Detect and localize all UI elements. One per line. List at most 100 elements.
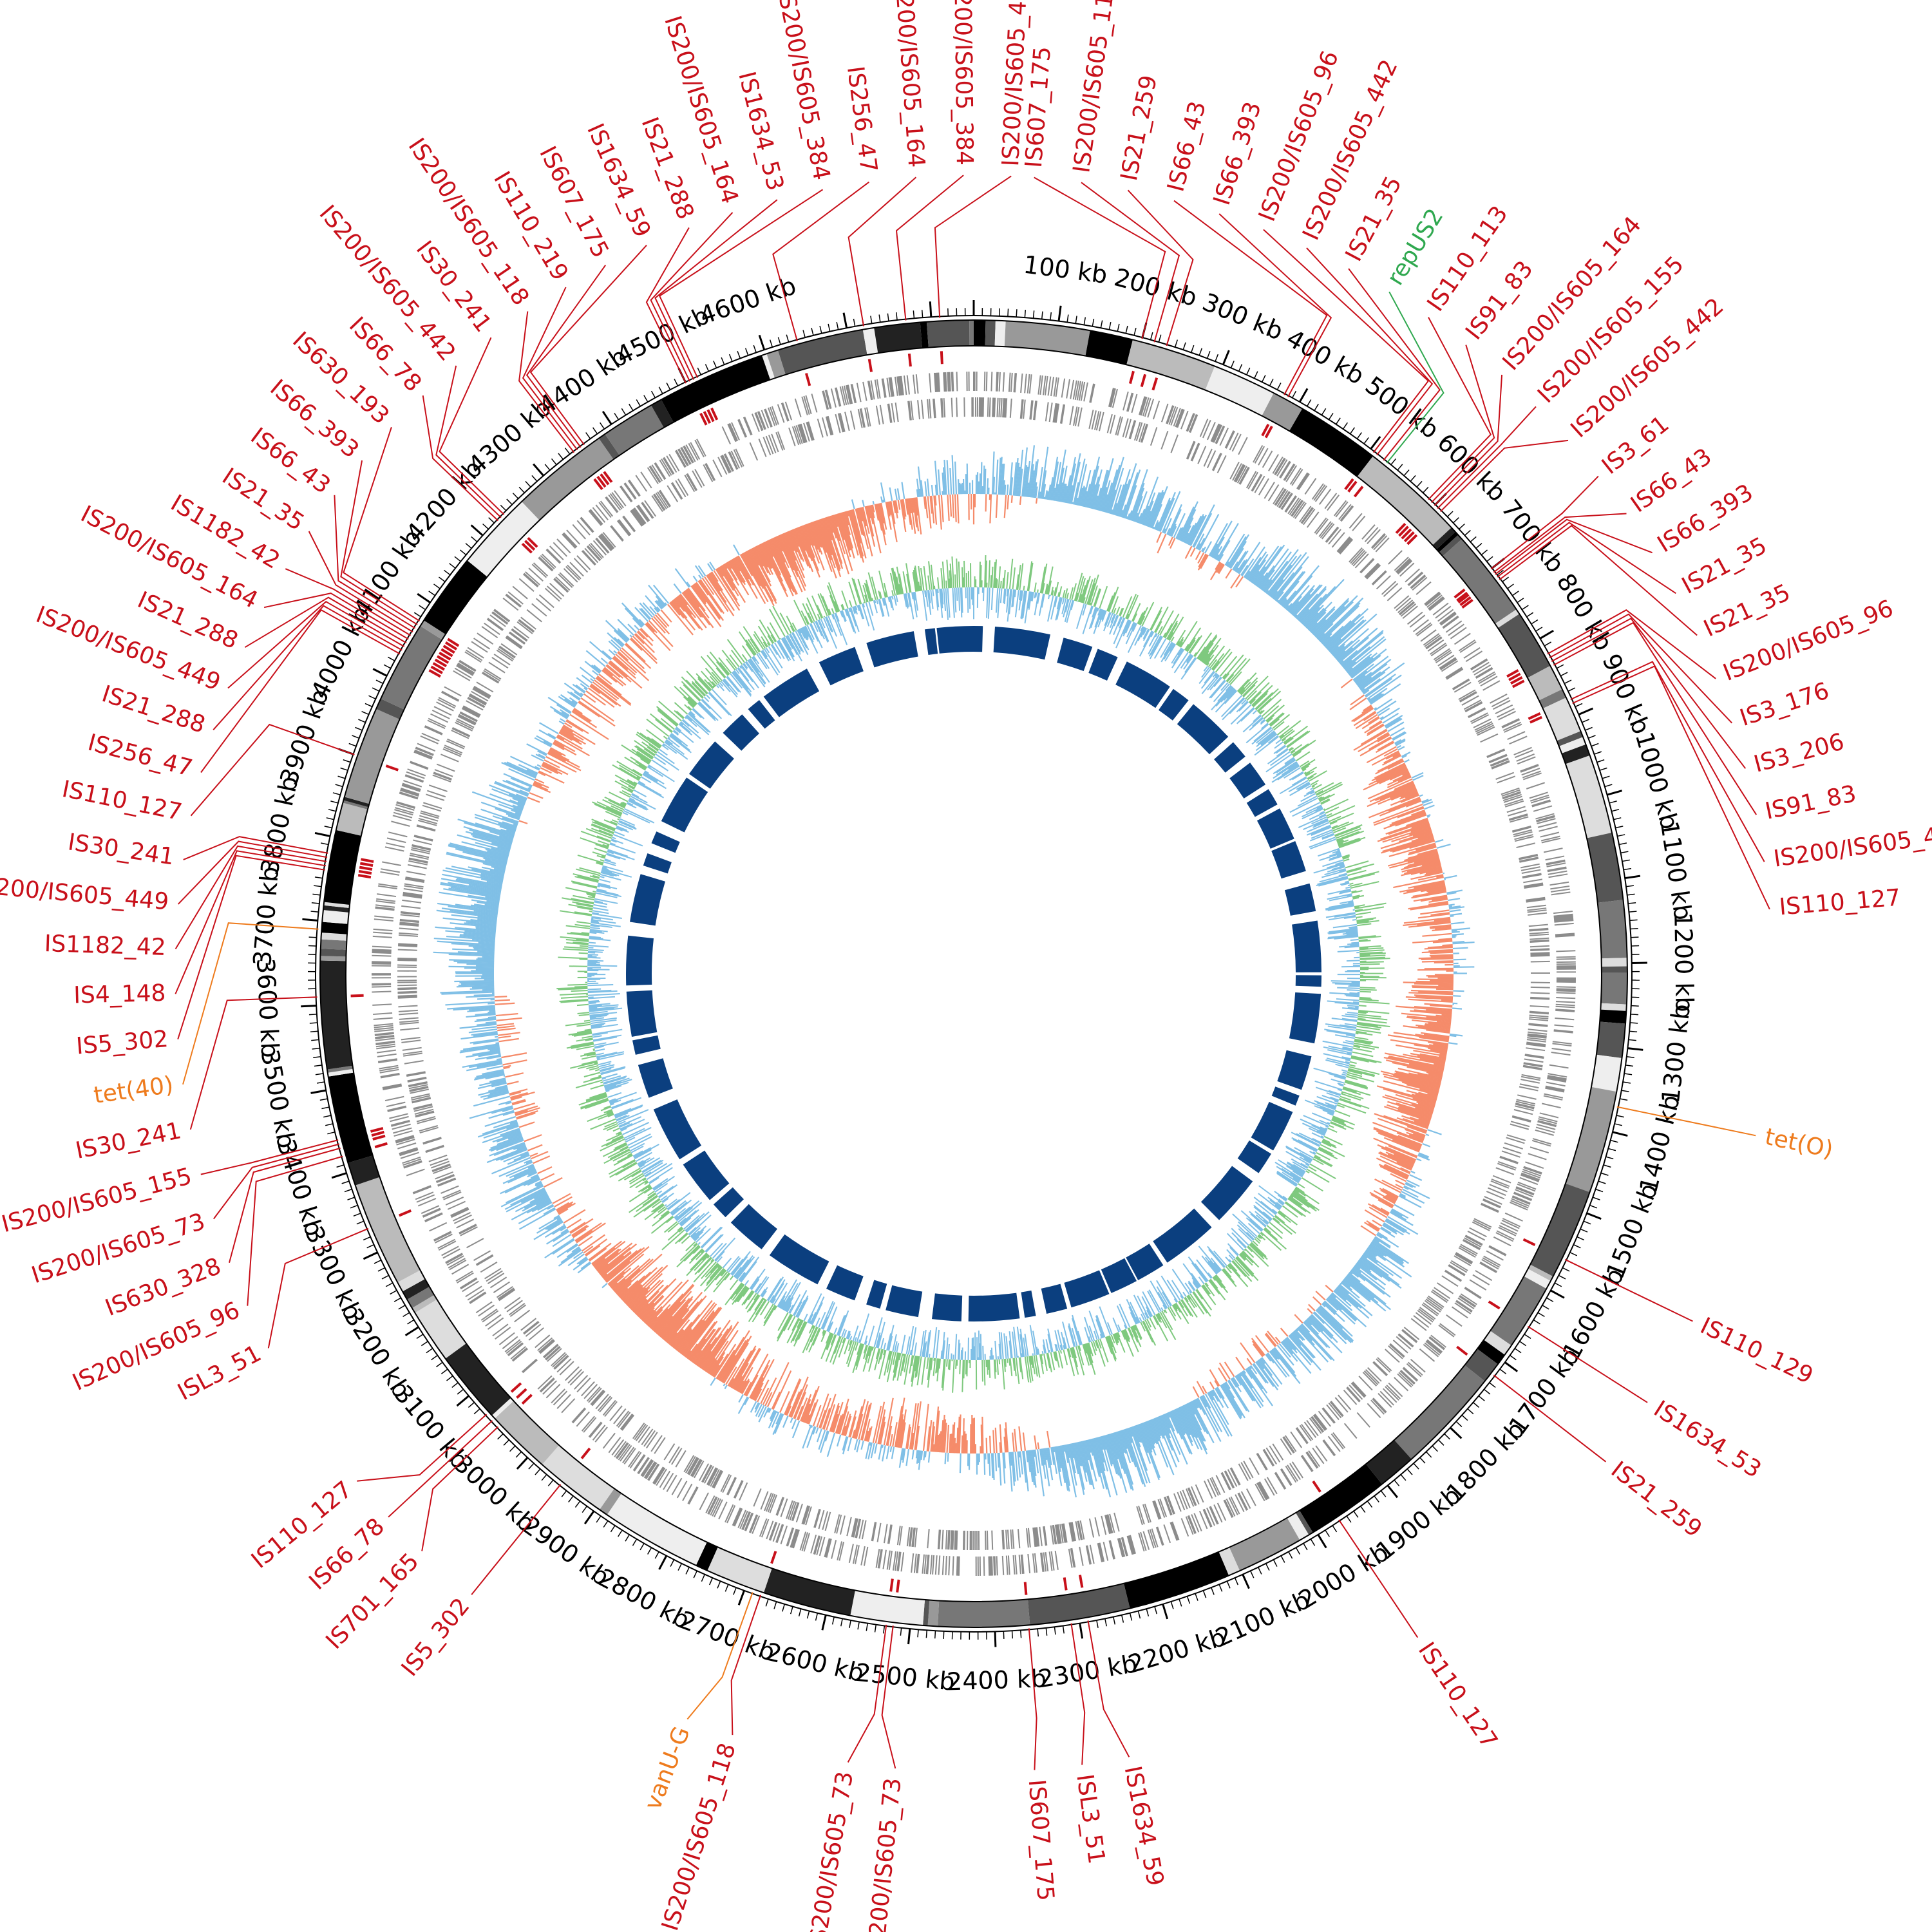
gc-content-mark bbox=[598, 1243, 637, 1274]
gc-content-mark bbox=[509, 1121, 518, 1125]
cds-mark bbox=[672, 482, 683, 500]
cds-mark bbox=[1077, 1520, 1083, 1540]
cds-mark bbox=[768, 435, 777, 453]
gc-content-mark bbox=[772, 1370, 792, 1410]
minor-tick bbox=[535, 1468, 541, 1475]
gc-content-mark bbox=[1141, 506, 1150, 525]
cds-mark bbox=[720, 455, 730, 474]
gc-content-mark bbox=[1372, 1239, 1410, 1264]
cds-mark bbox=[1057, 1524, 1062, 1544]
cds-mark bbox=[1425, 592, 1441, 606]
cds-mark bbox=[1394, 556, 1409, 571]
cds-mark bbox=[911, 1553, 914, 1573]
gc-content-mark bbox=[1347, 1273, 1387, 1305]
cds-mark bbox=[1410, 1359, 1426, 1373]
cds-mark bbox=[395, 1137, 415, 1144]
cds-mark bbox=[956, 372, 958, 392]
cds-mark bbox=[408, 860, 428, 866]
gc-content-mark bbox=[614, 1258, 654, 1294]
cds-mark bbox=[1528, 1023, 1548, 1027]
minor-tick bbox=[381, 1274, 389, 1280]
cds-mark bbox=[1061, 1523, 1066, 1543]
gc-content-mark bbox=[1401, 752, 1411, 757]
gc-content-mark bbox=[1384, 1164, 1410, 1177]
gc-content-mark bbox=[1264, 1333, 1276, 1347]
cds-mark bbox=[890, 377, 895, 397]
gc-content-mark bbox=[1299, 1325, 1332, 1361]
cds-mark bbox=[1338, 504, 1352, 520]
gc-content-mark bbox=[802, 1403, 811, 1423]
cds-mark bbox=[543, 1343, 558, 1358]
gc-content-mark bbox=[1148, 489, 1164, 527]
cds-mark bbox=[471, 641, 488, 653]
cds-mark bbox=[987, 397, 989, 417]
gc-content-mark bbox=[824, 1430, 829, 1442]
cds-mark bbox=[1089, 383, 1095, 403]
gc-content-mark bbox=[618, 1287, 629, 1297]
cds-mark bbox=[896, 1551, 901, 1571]
gc-content-mark bbox=[566, 1247, 581, 1258]
cds-mark bbox=[1033, 1527, 1037, 1547]
gc-content-mark bbox=[485, 1021, 497, 1024]
cds-mark bbox=[401, 911, 421, 915]
gc-content-mark bbox=[1370, 1193, 1394, 1208]
cds-mark bbox=[1300, 507, 1313, 524]
cds-mark bbox=[1504, 1142, 1523, 1150]
gc-content-mark bbox=[1292, 1332, 1316, 1358]
tick-label: 2100 kb bbox=[1211, 1586, 1314, 1652]
gc-content-mark bbox=[1395, 1184, 1404, 1189]
gc-content-mark bbox=[1343, 646, 1370, 669]
cds-mark bbox=[596, 537, 610, 553]
gc-content-mark bbox=[1280, 1341, 1298, 1362]
cds-mark bbox=[1033, 401, 1037, 421]
cds-mark bbox=[546, 548, 562, 564]
minor-tick bbox=[1609, 800, 1617, 804]
cds-mark bbox=[1186, 1488, 1195, 1507]
cds-mark bbox=[1479, 1262, 1497, 1273]
gc-content-mark bbox=[514, 1105, 538, 1114]
gc-content-mark bbox=[518, 1208, 556, 1230]
cds-mark bbox=[876, 379, 881, 399]
cds-mark bbox=[1228, 1497, 1238, 1515]
cds-mark bbox=[451, 728, 470, 737]
gc-content-mark bbox=[754, 1388, 762, 1401]
gc-content-mark bbox=[1028, 1450, 1034, 1482]
gc-content-mark bbox=[1235, 1375, 1242, 1386]
cds-mark bbox=[685, 1455, 696, 1473]
cds-mark bbox=[954, 1530, 956, 1550]
tick-label: 4600 kb bbox=[696, 271, 800, 330]
minor-tick bbox=[666, 383, 671, 390]
gc-content-mark bbox=[1345, 1276, 1379, 1303]
cds-mark bbox=[1074, 406, 1080, 426]
cds-mark bbox=[412, 1097, 431, 1103]
gc-content-mark bbox=[1374, 1236, 1391, 1247]
gc-content-mark bbox=[1395, 1179, 1405, 1186]
cds-mark bbox=[813, 1508, 820, 1528]
cds-mark bbox=[1343, 1423, 1358, 1439]
cds-mark bbox=[1413, 1315, 1430, 1329]
minor-tick bbox=[319, 1098, 328, 1101]
gc-content-mark bbox=[1385, 1151, 1415, 1166]
gc-content-mark bbox=[601, 650, 612, 659]
cds-mark bbox=[1002, 1530, 1005, 1549]
gc-content-mark bbox=[1388, 1056, 1444, 1068]
gc-content-mark bbox=[491, 788, 526, 803]
gc-content-mark bbox=[672, 1314, 701, 1349]
gc-content-mark bbox=[1291, 594, 1311, 616]
cds-mark bbox=[399, 922, 419, 926]
gc-content-mark bbox=[1102, 494, 1108, 512]
gc-content-mark bbox=[1379, 1155, 1412, 1171]
gc-content-mark bbox=[1353, 730, 1388, 751]
cds-mark bbox=[1399, 1370, 1415, 1385]
cds-mark bbox=[1440, 658, 1457, 670]
cds-mark bbox=[1166, 1495, 1175, 1515]
gc-content-mark bbox=[556, 736, 591, 757]
cds-mark bbox=[844, 412, 850, 431]
cds-mark bbox=[1460, 1244, 1478, 1255]
gc-content-mark bbox=[1136, 516, 1140, 523]
gc-content-mark bbox=[1449, 906, 1465, 910]
gc-content-mark bbox=[1363, 1253, 1394, 1276]
gc-content-mark bbox=[1356, 1261, 1372, 1273]
cds-mark bbox=[651, 464, 663, 482]
gc-content-mark bbox=[1415, 1034, 1450, 1040]
